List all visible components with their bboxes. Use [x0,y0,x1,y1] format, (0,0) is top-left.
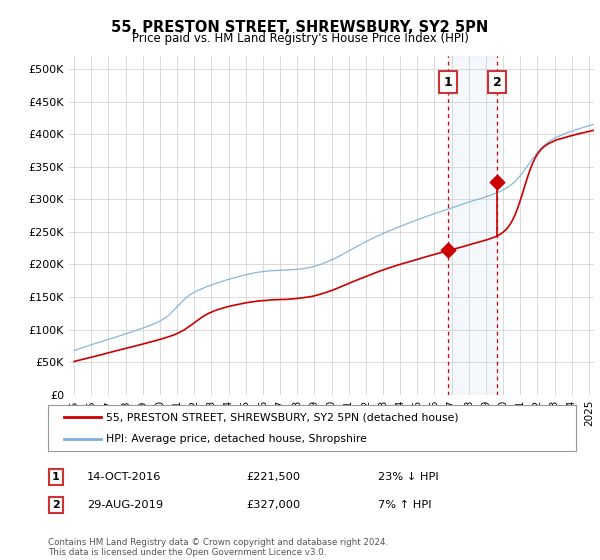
Text: 2: 2 [52,500,59,510]
Text: 1: 1 [443,76,452,88]
Text: 23% ↓ HPI: 23% ↓ HPI [378,472,439,482]
Point [443,246,453,255]
Text: 55, PRESTON STREET, SHREWSBURY, SY2 5PN (detached house): 55, PRESTON STREET, SHREWSBURY, SY2 5PN … [106,412,459,422]
Text: 1: 1 [52,472,59,482]
Text: 7% ↑ HPI: 7% ↑ HPI [378,500,431,510]
Text: Price paid vs. HM Land Registry's House Price Index (HPI): Price paid vs. HM Land Registry's House … [131,32,469,45]
Text: HPI: Average price, detached house, Shropshire: HPI: Average price, detached house, Shro… [106,435,367,444]
Text: 2: 2 [493,76,502,88]
Text: Contains HM Land Registry data © Crown copyright and database right 2024.
This d: Contains HM Land Registry data © Crown c… [48,538,388,557]
Text: £327,000: £327,000 [246,500,300,510]
Point [493,178,502,186]
Text: £221,500: £221,500 [246,472,300,482]
Text: 55, PRESTON STREET, SHREWSBURY, SY2 5PN: 55, PRESTON STREET, SHREWSBURY, SY2 5PN [112,20,488,35]
Text: 29-AUG-2019: 29-AUG-2019 [87,500,163,510]
Text: 14-OCT-2016: 14-OCT-2016 [87,472,161,482]
Bar [448,56,497,395]
